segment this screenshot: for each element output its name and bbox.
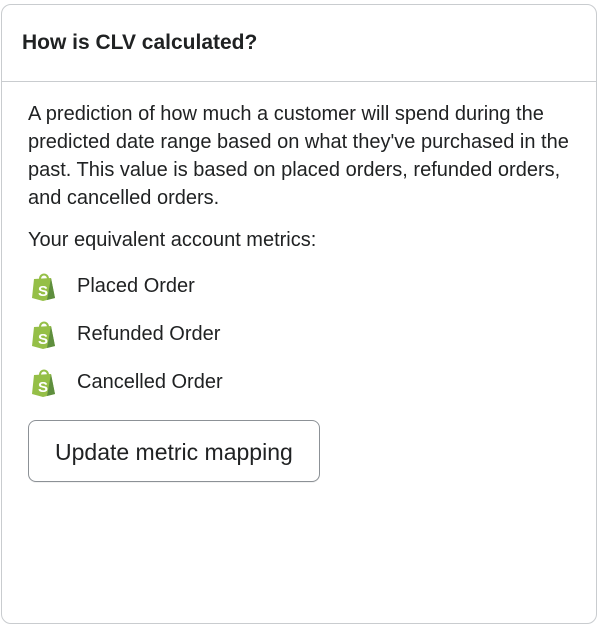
metric-item-placed-order: S Placed Order — [28, 262, 570, 310]
metric-item-cancelled-order: S Cancelled Order — [28, 358, 570, 406]
svg-text:S: S — [38, 331, 48, 348]
metric-item-refunded-order: S Refunded Order — [28, 310, 570, 358]
shopify-bag-icon: S — [32, 369, 55, 397]
update-metric-mapping-button[interactable]: Update metric mapping — [28, 420, 320, 482]
card-title: How is CLV calculated? — [22, 31, 258, 54]
metric-label: Placed Order — [77, 274, 195, 297]
svg-text:S: S — [38, 379, 48, 396]
metrics-list: S Placed Order S Refunded Order S Cancel… — [28, 262, 570, 406]
card-body: A prediction of how much a customer will… — [2, 82, 596, 500]
shopify-bag-icon: S — [32, 321, 55, 349]
clv-description: A prediction of how much a customer will… — [28, 103, 569, 209]
shopify-bag-icon: S — [32, 273, 55, 301]
svg-text:S: S — [38, 283, 48, 300]
metrics-label: Your equivalent account metrics: — [28, 229, 317, 251]
card-header: How is CLV calculated? — [2, 5, 596, 82]
metric-label: Cancelled Order — [77, 370, 223, 393]
clv-info-card: How is CLV calculated? A prediction of h… — [1, 4, 597, 624]
metric-label: Refunded Order — [77, 322, 221, 345]
